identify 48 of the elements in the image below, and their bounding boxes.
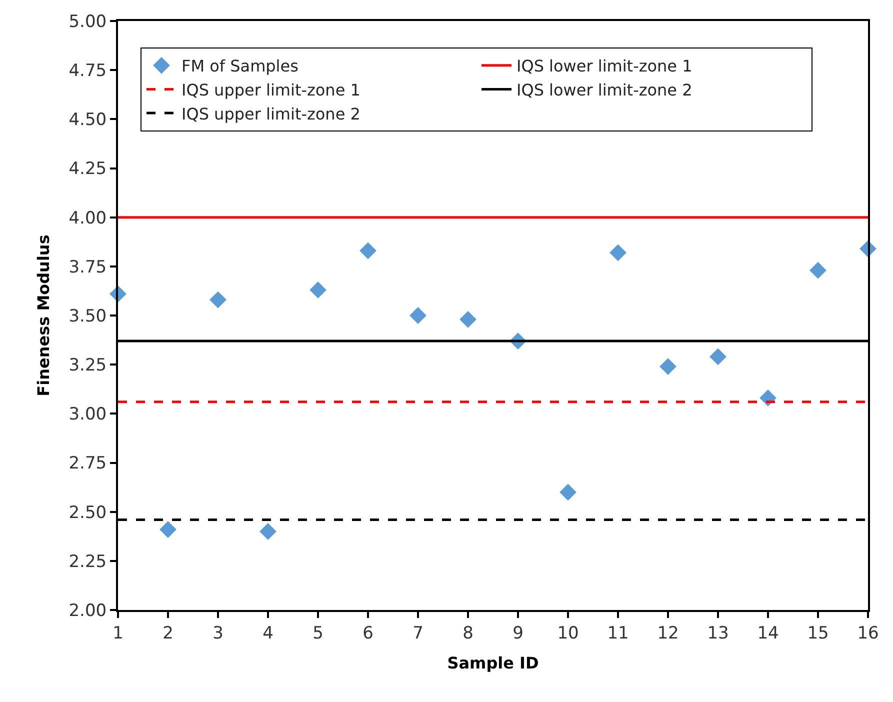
x-tick-label: 12 [657, 623, 679, 644]
legend-label: FM of Samples [182, 56, 298, 76]
point [610, 244, 626, 262]
point [660, 358, 676, 375]
x-tick-label: 6 [362, 623, 374, 644]
y-tick-label: 4.00 [68, 208, 107, 228]
x-axis-title: Sample ID [447, 654, 539, 673]
y-tick-label: 2.75 [68, 454, 107, 474]
legend-label: IQS upper limit-zone 2 [182, 104, 360, 124]
y-tick-label: 2.50 [68, 502, 107, 523]
point [360, 242, 376, 260]
x-tick-label: 5 [312, 623, 324, 644]
point [810, 262, 826, 279]
legend-label: IQS upper limit-zone 1 [182, 80, 360, 100]
y-tick-label: 4.50 [68, 110, 107, 130]
point [460, 310, 476, 328]
x-tick-label: 9 [512, 623, 524, 644]
y-tick-label: 3.50 [68, 306, 107, 326]
y-tick-label: 4.75 [68, 61, 107, 82]
y-tick-label: 5.00 [68, 12, 107, 32]
legend-label: IQS lower limit-zone 2 [516, 80, 692, 100]
x-tick-label: 10 [557, 623, 579, 644]
point [260, 523, 276, 540]
y-tick-label: 3.25 [68, 356, 107, 376]
x-tick-label: 1 [112, 623, 124, 644]
y-tick-label: 4.25 [68, 159, 107, 180]
x-tick-label: 7 [412, 623, 424, 644]
y-tick-label: 3.00 [68, 404, 107, 425]
x-tick-label: 2 [162, 623, 174, 644]
y-tick-label: 2.25 [68, 552, 107, 572]
y-axis-title: Fineness Modulus [34, 234, 54, 396]
point [210, 291, 226, 308]
legend-label: IQS lower limit-zone 1 [516, 56, 692, 76]
point [310, 282, 326, 298]
point [410, 307, 426, 324]
x-tick-label: 8 [462, 623, 474, 644]
x-tick-label: 13 [707, 623, 729, 644]
point [160, 521, 176, 538]
point [560, 484, 576, 501]
x-tick-label: 11 [607, 623, 629, 644]
point [710, 348, 726, 366]
x-tick-label: 4 [262, 623, 274, 644]
x-tick-label: 14 [757, 623, 779, 644]
x-tick-label: 15 [807, 623, 829, 644]
y-tick-label: 3.75 [68, 257, 107, 278]
x-tick-label: 3 [212, 623, 224, 644]
x-tick-label: 16 [857, 623, 879, 644]
y-tick-label: 2.00 [68, 600, 107, 621]
